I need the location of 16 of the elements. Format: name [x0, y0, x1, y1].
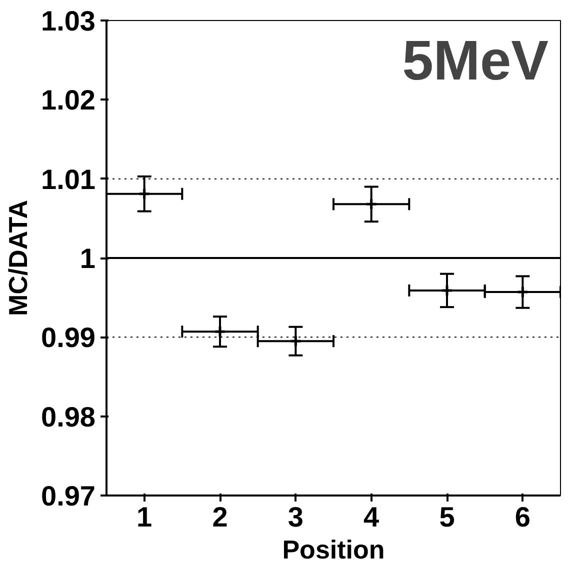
annotation: 5MeV [402, 28, 549, 92]
y-tick-label: 1.03 [41, 6, 96, 36]
x-tick-label: 6 [514, 502, 530, 532]
x-tick-label: 2 [212, 502, 228, 532]
y-tick-label: 1.02 [41, 84, 96, 116]
y-axis-title: MC/DATA [3, 200, 34, 316]
x-axis-title: Position [282, 534, 385, 564]
y-tick-label: 0.98 [41, 401, 96, 432]
x-tick-label: 4 [364, 502, 380, 532]
x-tick-label: 1 [136, 502, 152, 532]
y-tick-label: 0.99 [41, 322, 96, 354]
x-tick-label: 5 [439, 502, 455, 532]
x-tick-label: 3 [288, 502, 304, 532]
y-tick-label: 1 [80, 243, 96, 274]
y-tick-label: 0.97 [41, 480, 96, 512]
y-tick-label: 1.01 [41, 164, 96, 195]
